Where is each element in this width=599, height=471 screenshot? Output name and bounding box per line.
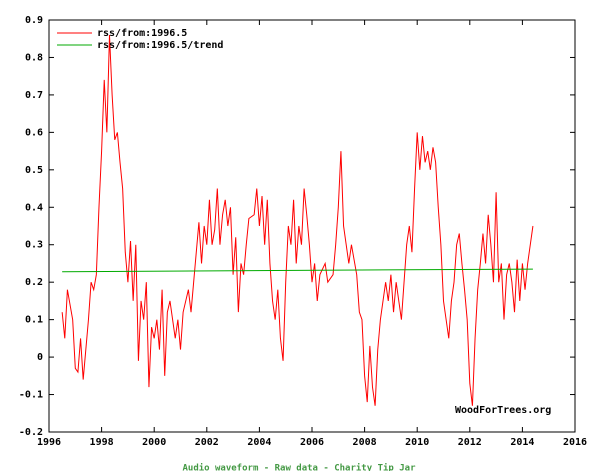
data-line <box>61 34 534 406</box>
y-tick-label: 0.1 <box>25 315 43 326</box>
y-tick-label: 0 <box>37 352 43 363</box>
y-tick-label: 0.8 <box>25 52 43 63</box>
legend-label: rss/from:1996.5 <box>97 28 187 39</box>
y-tick-label: 0.2 <box>25 277 43 288</box>
y-tick-label: -0.1 <box>19 390 43 401</box>
x-tick-label: 2002 <box>195 437 219 448</box>
footer-links[interactable]: Audio waveform - Raw data - Charity Tip … <box>183 463 417 471</box>
x-tick-label: 2016 <box>563 437 587 448</box>
y-tick-label: 0.5 <box>25 165 43 176</box>
y-tick-label: 0.6 <box>25 127 43 138</box>
y-tick-label: 0.4 <box>25 202 43 213</box>
watermark: WoodForTrees.org <box>455 405 551 416</box>
x-tick-label: 2012 <box>458 437 482 448</box>
data-line <box>62 268 533 273</box>
plot-frame <box>48 19 576 433</box>
x-tick-label: 2004 <box>247 437 271 448</box>
y-tick-label: -0.2 <box>19 427 43 438</box>
x-tick-label: 1996 <box>37 437 61 448</box>
y-tick-label: 0.9 <box>25 15 43 26</box>
x-tick-label: 2014 <box>510 437 534 448</box>
x-tick-label: 2010 <box>405 437 429 448</box>
x-tick-label: 2008 <box>353 437 377 448</box>
x-tick-label: 2006 <box>300 437 324 448</box>
y-tick-label: 0.3 <box>25 240 43 251</box>
x-tick-label: 2000 <box>142 437 166 448</box>
legend-label: rss/from:1996.5/trend <box>97 40 223 51</box>
x-tick-label: 1998 <box>90 437 114 448</box>
y-tick-label: 0.7 <box>25 90 43 101</box>
